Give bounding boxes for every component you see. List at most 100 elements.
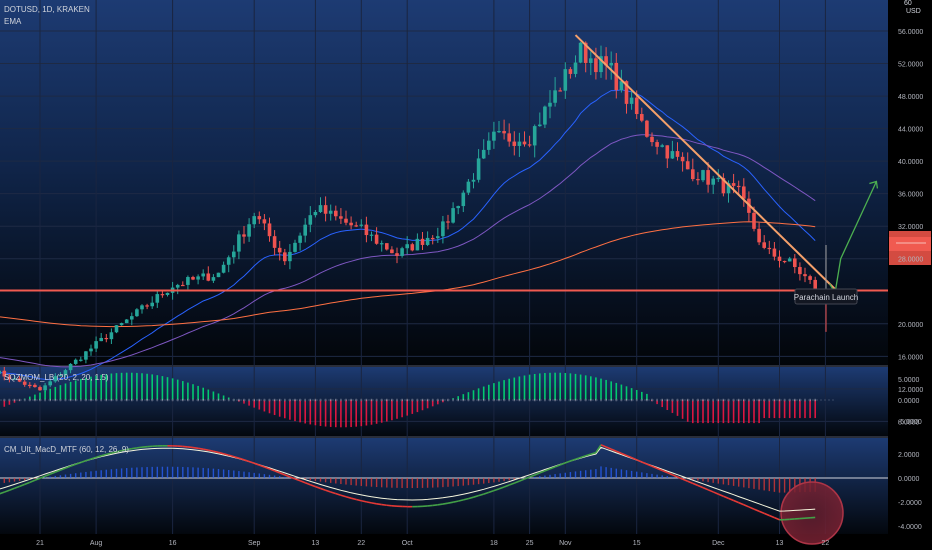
sqzmom-title[interactable]: SQZMOM_LB (20, 2, 20, 1.5) (4, 373, 109, 382)
ema-200-line[interactable] (0, 221, 816, 328)
annotation-box[interactable] (794, 288, 858, 305)
candle-body (446, 221, 450, 223)
candle-body (119, 323, 124, 326)
macd-line-segment (723, 495, 729, 500)
indicator-label[interactable]: EMA (4, 17, 22, 26)
price-axis[interactable]: 56.0000 52.0000 48.0000 44.0000 40.0000 36.00… (898, 29, 923, 426)
macd-line-segment (707, 489, 714, 493)
squeeze-dot (737, 398, 740, 402)
candle-body (563, 69, 568, 91)
candle-body (114, 325, 119, 333)
macd-line-segment (615, 450, 622, 455)
candle-body (385, 243, 389, 250)
ema-50-line[interactable] (0, 134, 816, 368)
time-axis[interactable]: 21 Aug 16 Sep 13 22 Oct 18 25 Nov 15 Dec 13 22 (36, 540, 829, 547)
squeeze-dot (686, 398, 689, 402)
macd-line-segment (610, 448, 617, 452)
macd-line-segment (697, 484, 704, 489)
squeeze-dot (666, 398, 669, 402)
squeeze-dot (442, 398, 444, 402)
candle-body (798, 267, 802, 275)
macd-line-segment (534, 472, 541, 476)
squeeze-dot (462, 398, 465, 402)
macd-line-segment (197, 447, 204, 450)
candle-body (135, 309, 139, 317)
candle-body (33, 384, 37, 388)
squeeze-dot (681, 398, 684, 402)
candle-body (640, 114, 644, 121)
candle-body (267, 223, 272, 237)
candle-body (736, 185, 741, 188)
macd-line-segment (70, 463, 76, 467)
macd-line-segment (192, 446, 199, 450)
candle-body (216, 272, 221, 278)
macd-line-segment (493, 488, 500, 492)
candle-body (425, 237, 430, 245)
candle-body (691, 169, 695, 180)
candle-body (793, 258, 797, 268)
macd-line-segment (717, 493, 724, 497)
ema-20-line[interactable] (0, 89, 816, 381)
macd-line-segment (218, 451, 224, 455)
macd-line-segment (248, 460, 255, 465)
candle-body (390, 249, 394, 254)
macd-line-segment (376, 503, 382, 506)
candle-body (502, 131, 506, 134)
time-tick: 22 (357, 540, 365, 547)
candle-body (232, 251, 236, 258)
price-axis-top: 60 (904, 0, 912, 7)
squeeze-dot (386, 398, 388, 402)
squeeze-dot (49, 398, 51, 402)
macd-line-segment (131, 447, 138, 450)
price-tick: 16.0000 (898, 354, 923, 361)
macd-line-segment (733, 499, 740, 504)
macd-line-segment (488, 489, 495, 494)
candle-body (369, 234, 374, 236)
time-tick: 16 (169, 540, 177, 547)
macd-line-segment (524, 476, 530, 480)
candle-body (181, 284, 185, 287)
sqzmom-axis[interactable]: 5.0000 0.0000 -5.0000 (898, 377, 922, 426)
macd-axis[interactable]: 2.0000 0.0000 -2.0000 -4.0000 (898, 452, 922, 531)
macd-line-segment (631, 456, 638, 461)
macd-line-segment (9, 487, 15, 491)
price-tick: 8.0000 (898, 419, 920, 426)
time-tick: 18 (490, 540, 498, 547)
candle-body (145, 305, 149, 307)
macd-line-segment (626, 454, 632, 459)
macd-line-segment (687, 480, 694, 485)
macd-lines (0, 444, 816, 521)
squeeze-dot (722, 398, 725, 402)
time-tick: 22 (822, 540, 830, 547)
candle-body (28, 384, 32, 387)
macd-line-segment (39, 475, 46, 479)
squeeze-dot (513, 398, 516, 402)
candle-body (104, 337, 109, 340)
highlight-circle[interactable] (780, 481, 844, 545)
squeeze-dot (421, 398, 424, 402)
macd-line-segment (774, 516, 780, 521)
candle-body (436, 236, 440, 239)
candle-body (629, 97, 634, 104)
macd-signal-line[interactable] (0, 446, 816, 512)
downtrend-line[interactable] (574, 34, 837, 291)
time-tick: Dec (712, 540, 725, 547)
candle-body (782, 260, 787, 263)
macd-line-segment (600, 444, 607, 448)
candle-body (323, 205, 328, 214)
squeeze-dot (406, 398, 408, 402)
macd-line-segment (672, 474, 678, 478)
macd-line-segment (539, 470, 546, 474)
macd-line-segment (187, 446, 194, 449)
macd-line-segment (80, 459, 87, 464)
candle-body (43, 385, 47, 391)
macd-line-segment (656, 467, 663, 472)
macd-title[interactable]: CM_Ult_MacD_MTF (60, 12, 26, 9) (4, 445, 129, 454)
macd-line-segment (661, 469, 668, 474)
macd-line-segment (452, 500, 459, 503)
candle-body (543, 106, 547, 125)
sqzmom-pane-bg (0, 367, 888, 436)
squeeze-dot (105, 398, 108, 402)
symbol-label[interactable]: DOTUSD, 1D, KRAKEN (4, 5, 90, 14)
